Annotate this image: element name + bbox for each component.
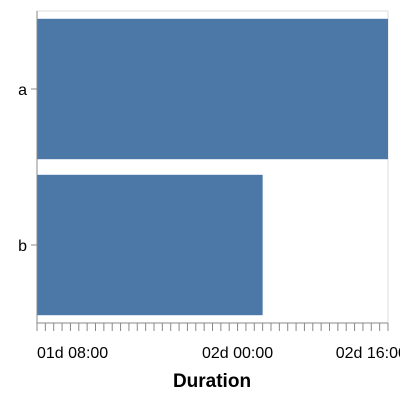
bars-group	[37, 18, 388, 316]
x-axis: 01d 08:00 02d 00:00 02d 16:00	[36, 322, 400, 362]
x-axis-title: Duration	[173, 371, 251, 392]
x-tick-label-0: 01d 08:00	[37, 345, 108, 362]
x-tick-label-2: 02d 16:00	[336, 345, 400, 362]
x-tick-label-1: 02d 00:00	[202, 345, 273, 362]
y-tick-label-a: a	[18, 82, 27, 99]
bar-b	[37, 174, 263, 316]
y-axis: ab	[18, 11, 38, 323]
y-tick-label-b: b	[18, 238, 27, 255]
bar-a	[37, 18, 388, 160]
